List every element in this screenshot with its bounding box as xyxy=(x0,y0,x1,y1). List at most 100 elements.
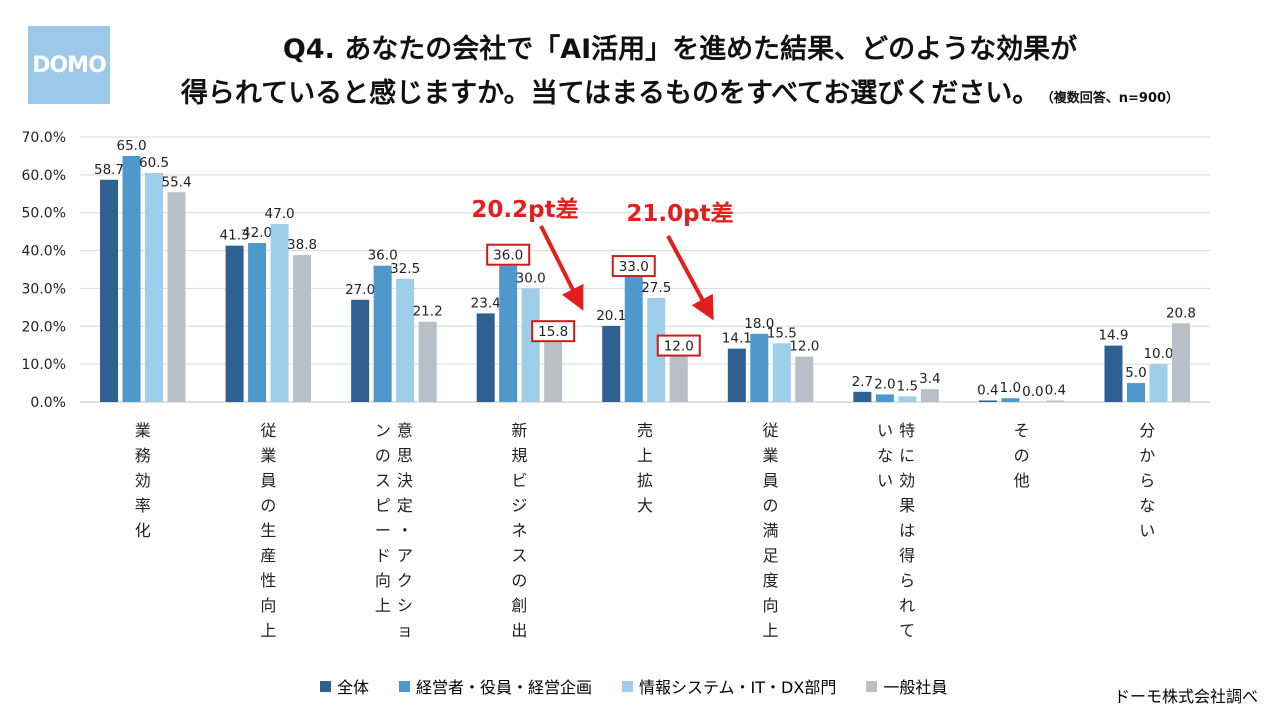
category-label-char: ク xyxy=(397,571,413,590)
category-label-char: 他 xyxy=(1014,471,1030,490)
y-tick-label: 60.0% xyxy=(22,168,66,184)
data-label: 65.0 xyxy=(116,138,146,154)
category-label-char: 向 xyxy=(260,596,276,615)
bar xyxy=(978,400,997,402)
category-label-char: 分 xyxy=(1139,421,1155,440)
data-label: 32.5 xyxy=(390,261,420,277)
category-label-char: 定 xyxy=(397,496,413,515)
category-label-char: ー xyxy=(375,521,391,540)
category-label-char: 率 xyxy=(135,496,151,515)
category-label-char: ピ xyxy=(375,496,391,515)
annotation-arrow xyxy=(666,235,714,321)
category-label-char: い xyxy=(877,421,893,440)
title-note: （複数回答、n=900） xyxy=(1047,91,1180,106)
category-label-char: ド xyxy=(375,546,391,565)
legend-swatch xyxy=(622,680,634,692)
bar xyxy=(248,243,267,402)
legend: 全体 経営者・役員・経営企画 情報システム・IT・DX部門 一般社員 xyxy=(320,674,947,698)
bar xyxy=(1126,383,1145,402)
category-label-char: そ xyxy=(1014,421,1030,440)
annotation-label: 21.0pt差 xyxy=(626,200,733,227)
highlight-box xyxy=(531,320,576,343)
bar xyxy=(898,396,917,402)
y-tick-label: 0.0% xyxy=(30,395,66,411)
data-label: 47.0 xyxy=(265,206,295,222)
category-label-char: か xyxy=(1139,446,1155,465)
bar xyxy=(521,288,540,402)
highlight-box xyxy=(656,334,701,357)
category-label-char: ジ xyxy=(511,496,527,515)
bar xyxy=(1149,364,1168,402)
category-label-char: 向 xyxy=(375,571,391,590)
bar xyxy=(167,192,186,402)
legend-swatch xyxy=(866,680,878,692)
bar xyxy=(875,394,894,402)
category-label-char: 従 xyxy=(763,421,779,440)
category-label-char: 拡 xyxy=(637,471,653,490)
bar xyxy=(373,265,392,402)
category-label-char: 業 xyxy=(763,446,779,465)
y-tick-label: 20.0% xyxy=(22,319,66,335)
bar xyxy=(750,333,769,402)
category-label-char: は xyxy=(899,521,915,540)
category-label-char: シ xyxy=(397,596,413,615)
data-label: 12.0 xyxy=(664,339,694,355)
data-label: 58.7 xyxy=(94,162,124,178)
category-label-char: 度 xyxy=(763,571,779,590)
category-label-char: ン xyxy=(375,421,391,440)
category-label-char: ビ xyxy=(511,471,527,490)
data-label: 1.5 xyxy=(897,378,918,394)
annotation-label: 20.2pt差 xyxy=(471,196,578,223)
category-label-char: の xyxy=(260,496,276,515)
legend-item-executives: 経営者・役員・経営企画 xyxy=(399,674,592,698)
data-label: 20.8 xyxy=(1166,305,1196,321)
data-label: 27.5 xyxy=(641,280,671,296)
category-label-char: 生 xyxy=(260,521,276,540)
category-label-char: に xyxy=(899,446,915,465)
data-label: 0.0 xyxy=(1022,384,1043,400)
bar xyxy=(225,245,244,402)
category-label-char: 大 xyxy=(637,496,653,515)
data-label: 3.4 xyxy=(919,371,940,387)
data-label: 36.0 xyxy=(368,248,398,264)
category-label-char: 効 xyxy=(899,471,915,490)
category-label-char: 決 xyxy=(397,471,413,490)
category-label-char: て xyxy=(899,621,915,640)
y-tick-label: 30.0% xyxy=(22,281,66,297)
category-label-char: ス xyxy=(511,546,527,565)
data-label: 27.0 xyxy=(345,282,375,298)
chart-title: Q4. あなたの会社で「AI活用」を進めた結果、どのような効果が 得られていると… xyxy=(120,28,1240,121)
data-label: 18.0 xyxy=(744,316,774,332)
category-label-char: 従 xyxy=(260,421,276,440)
category-label-char: 得 xyxy=(899,546,915,565)
title-line-2: 得られていると感じますか。当てはまるものをすべてお選びください。 （複数回答、n=… xyxy=(180,78,1180,109)
data-label: 21.2 xyxy=(413,304,443,320)
data-label: 14.9 xyxy=(1098,328,1128,344)
category-label-char: 足 xyxy=(763,546,779,565)
bar xyxy=(418,321,437,402)
category-label-char: 果 xyxy=(899,496,915,515)
highlight-box xyxy=(486,243,531,266)
category-label-char: い xyxy=(877,471,893,490)
bar xyxy=(920,389,939,402)
y-tick-label: 10.0% xyxy=(22,357,66,373)
bar xyxy=(122,155,141,402)
y-tick-label: 50.0% xyxy=(22,206,66,222)
data-label: 20.1 xyxy=(596,308,626,324)
category-label-char: ネ xyxy=(511,521,527,540)
y-tick-label: 70.0% xyxy=(22,130,66,146)
legend-item-employees: 一般社員 xyxy=(866,674,947,698)
data-label: 0.4 xyxy=(977,382,998,398)
bar xyxy=(647,297,666,402)
category-label-char: 化 xyxy=(135,521,151,540)
annotation-arrow xyxy=(539,225,584,311)
bar xyxy=(602,325,621,402)
highlight-box xyxy=(611,255,656,278)
data-label: 1.0 xyxy=(1000,380,1021,396)
data-label: 2.7 xyxy=(852,374,873,390)
legend-item-it-dept: 情報システム・IT・DX部門 xyxy=(622,674,836,698)
data-label: 10.0 xyxy=(1143,346,1173,362)
legend-swatch xyxy=(320,680,331,692)
data-label: 0.4 xyxy=(1045,382,1066,398)
category-label-char: 務 xyxy=(135,446,151,465)
